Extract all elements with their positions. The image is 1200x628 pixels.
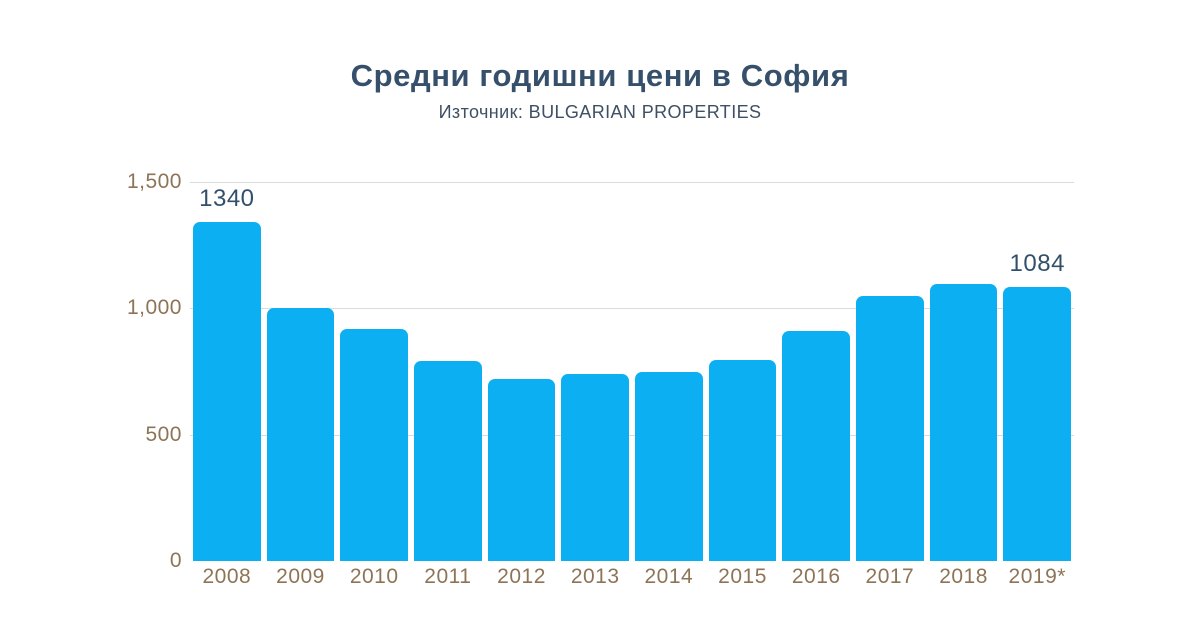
bar-2016 (782, 331, 851, 561)
bar-value-label-2019: 1084 (1009, 250, 1065, 278)
bar-slot-2011 (414, 182, 482, 561)
bar-2011 (414, 361, 482, 561)
x-axis-tick-label-2016: 2016 (791, 565, 841, 588)
gridline-1,000 (190, 308, 1074, 310)
bar-slot-2012 (487, 182, 556, 561)
bar-2015 (708, 360, 777, 561)
chart-title: Средни годишни цени в София (350, 58, 850, 93)
bar-slot-2014 (635, 182, 703, 561)
bar-slot-2018 (929, 182, 998, 561)
bar-series: 1340 1084 (190, 182, 1074, 561)
bar-2013 (561, 374, 630, 561)
chart-subtitle: Източник: BULGARIAN PROPERTIES (438, 102, 762, 122)
x-axis-tick-label-2013: 2013 (570, 565, 620, 588)
gridline-500 (190, 434, 1074, 436)
x-axis-tick-label-2017: 2017 (865, 565, 915, 588)
y-axis-tick-label: 1,000 (126, 296, 182, 320)
x-axis-tick-label-2015: 2015 (718, 565, 767, 588)
x-axis-tick-label-2018: 2018 (939, 565, 988, 588)
bar-value-label-2008: 1340 (199, 185, 255, 213)
x-axis-tick-label-2011: 2011 (424, 565, 472, 588)
bar-2019 (1003, 287, 1072, 561)
bar-2008 (193, 222, 261, 561)
chart-header: Средни годишни цени в София Източник: BU… (0, 58, 1200, 123)
bar-slot-2013 (561, 182, 630, 561)
bar-slot-2019: 1084 (1003, 182, 1072, 561)
bar-2014 (635, 371, 703, 561)
bar-2017 (856, 295, 924, 561)
bar-slot-2017 (856, 182, 924, 561)
bar-slot-2016 (782, 182, 851, 561)
bar-2009 (266, 308, 335, 561)
bar-slot-2008: 1340 (193, 182, 261, 561)
x-axis-tick-label-2009: 2009 (276, 565, 325, 588)
x-axis: 2008 2009 2010 2011 2012 2013 2014 2015 2016 2017… (190, 565, 1074, 589)
bar-2010 (340, 328, 409, 561)
bar-2018 (929, 284, 998, 561)
y-axis: 0 500 1,000 1,500 (100, 170, 182, 572)
x-axis-tick-label-2014: 2014 (644, 565, 694, 588)
bar-slot-2010 (340, 182, 409, 561)
y-axis-tick-label: 0 (169, 549, 182, 572)
plot-area: 1340 1084 (190, 182, 1074, 561)
x-axis-tick-label-2010: 2010 (349, 565, 399, 588)
bar-2012 (487, 379, 556, 561)
y-axis-tick-label: 1,500 (126, 170, 182, 193)
bar-slot-2009 (266, 182, 335, 561)
y-axis-tick-label: 500 (145, 422, 182, 446)
gridline-1,500 (190, 182, 1074, 183)
x-axis-tick-label-2019: 2019* (1008, 565, 1066, 588)
x-axis-tick-label-2012: 2012 (497, 565, 546, 588)
bar-slot-2015 (708, 182, 777, 561)
x-axis-tick-label-2008: 2008 (202, 565, 252, 588)
